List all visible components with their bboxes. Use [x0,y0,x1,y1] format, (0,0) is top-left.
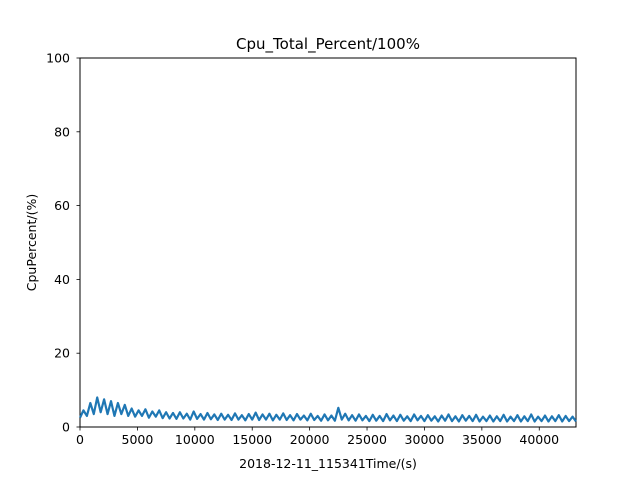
x-tick-label: 20000 [290,432,330,447]
y-tick-label: 100 [46,51,70,66]
y-tick-label: 60 [54,198,70,213]
x-tick-label: 25000 [347,432,387,447]
y-axis-ticks: 0 20 40 60 80 100 [46,51,80,435]
x-axis-ticks: 0 5000 10000 15000 20000 25000 30000 35000 40000 [76,427,559,447]
chart-title: Cpu_Total_Percent/100% [236,35,420,54]
x-tick-label: 35000 [462,432,502,447]
y-tick-label: 20 [54,346,70,361]
x-tick-label: 0 [76,432,84,447]
x-tick-label: 15000 [232,432,272,447]
y-tick-label: 0 [62,420,70,435]
plot-frame [79,57,577,428]
x-tick-label: 40000 [519,432,559,447]
x-tick-label: 10000 [175,432,215,447]
x-tick-label: 5000 [122,432,154,447]
y-axis-label: CpuPercent/(%) [24,194,39,291]
y-tick-label: 80 [54,124,70,139]
y-tick-label: 40 [54,272,70,287]
x-axis-label: 2018-12-11_115341Time/(s) [239,456,417,471]
plot-area [79,57,577,428]
series-line-cpu_total_percent [79,396,577,423]
x-tick-label: 30000 [405,432,445,447]
series-layer [79,396,577,423]
